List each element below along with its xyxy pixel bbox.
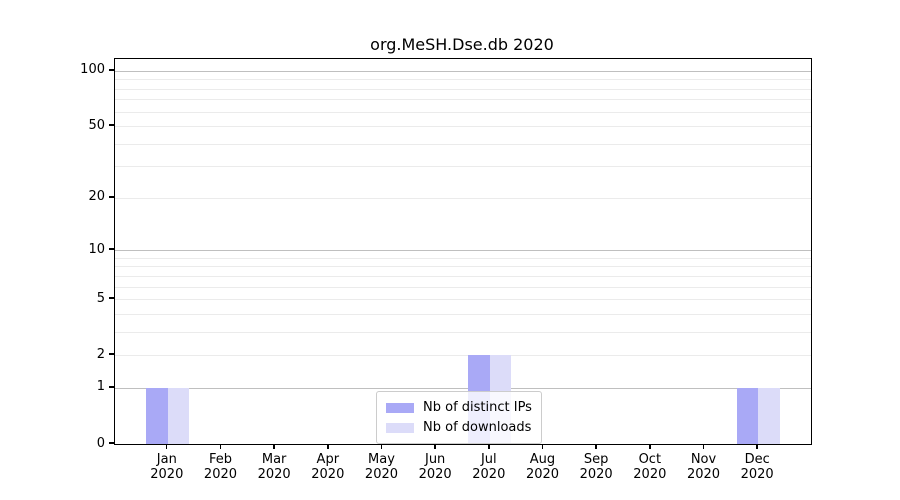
x-axis-tick-label: May 2020 <box>354 452 408 482</box>
x-axis-tick-label: Aug 2020 <box>515 452 569 482</box>
x-axis-month: Mar <box>261 452 287 467</box>
y-axis-tick-label: 20 <box>88 189 105 205</box>
y-axis-tick <box>109 353 114 355</box>
x-axis-tick-label: Nov 2020 <box>677 452 731 482</box>
x-axis-month: Feb <box>208 452 232 467</box>
x-axis-month: Nov <box>690 452 717 467</box>
gridline-major <box>115 387 811 389</box>
x-axis-year: 2020 <box>257 467 291 482</box>
x-axis-month: Apr <box>316 452 340 467</box>
legend-swatch-downloads <box>386 422 414 433</box>
x-axis-tick-label: Jan 2020 <box>140 452 194 482</box>
x-axis-year: 2020 <box>203 467 238 482</box>
x-axis-tick <box>541 444 544 449</box>
gridline-minor <box>115 126 811 128</box>
x-axis-month: Oct <box>638 452 662 467</box>
gridline-minor <box>115 299 811 301</box>
x-axis-tick-label: Mar 2020 <box>247 452 301 482</box>
gridline-minor <box>115 197 811 199</box>
plot-area <box>114 58 812 445</box>
gridline-minor <box>115 275 811 277</box>
y-axis-tick-label: 50 <box>88 117 105 133</box>
gridline-minor <box>115 79 811 81</box>
y-axis-tick <box>109 124 114 126</box>
y-axis-tick-label: 10 <box>88 241 105 257</box>
x-axis-tick <box>434 444 436 449</box>
y-axis-tick-label: 1 <box>96 379 105 395</box>
x-axis-tick <box>166 444 168 449</box>
y-axis-tick <box>109 442 114 444</box>
gridline-minor <box>115 355 811 357</box>
x-axis-tick <box>273 444 275 449</box>
bar-distinct-ips-jan <box>146 387 168 444</box>
x-axis-tick <box>488 444 490 449</box>
x-axis-tick <box>595 444 597 449</box>
y-axis-tick <box>109 386 114 388</box>
x-axis-month: Jan <box>156 452 177 467</box>
gridline-minor <box>115 166 811 168</box>
x-axis-tick <box>380 444 383 449</box>
bar-downloads-jan <box>167 387 190 444</box>
y-axis-tick-label: 100 <box>80 62 105 78</box>
y-axis-tick <box>109 248 114 250</box>
x-axis-tick <box>756 444 758 449</box>
x-axis-year: 2020 <box>740 467 774 482</box>
x-axis-year: 2020 <box>418 467 452 482</box>
x-axis-tick-label: Oct 2020 <box>623 452 677 482</box>
x-axis-tick-label: Sep 2020 <box>569 452 623 482</box>
y-axis-tick-label: 5 <box>96 290 105 306</box>
x-axis-year: 2020 <box>525 467 560 482</box>
x-axis-year: 2020 <box>364 467 399 482</box>
x-axis-tick <box>219 444 222 449</box>
legend-swatch-distinct-ips <box>386 402 414 413</box>
gridline-major <box>115 70 811 72</box>
x-axis-month: Jul <box>480 452 497 467</box>
x-axis-month: Jun <box>424 452 446 467</box>
x-axis-tick-label: Feb 2020 <box>193 452 247 482</box>
bar-downloads-dec <box>758 387 780 444</box>
x-axis-tick-label: Jul 2020 <box>462 452 516 482</box>
x-axis-year: 2020 <box>150 467 184 482</box>
gridline-minor <box>115 257 811 259</box>
x-axis-tick <box>702 444 705 449</box>
gridline-minor <box>115 111 811 113</box>
gridline-minor <box>115 266 811 268</box>
bar-distinct-ips-dec <box>736 387 759 444</box>
x-axis-tick-label: Apr 2020 <box>301 452 355 482</box>
legend-item-distinct-ips: Nb of distinct IPs <box>386 398 532 417</box>
x-axis-year: 2020 <box>311 467 345 482</box>
gridline-major <box>115 250 811 252</box>
y-axis-tick <box>109 69 114 71</box>
chart-title: org.MeSH.Dse.db 2020 <box>370 35 554 54</box>
legend: Nb of distinct IPs Nb of downloads <box>376 391 542 444</box>
x-axis-month: May <box>368 452 395 467</box>
y-axis-tick <box>109 297 114 299</box>
gridline-minor <box>115 286 811 288</box>
y-axis-tick-label: 2 <box>96 346 105 362</box>
x-axis-month: Aug <box>529 452 556 467</box>
legend-label-downloads: Nb of downloads <box>423 420 532 435</box>
gridline-minor <box>115 331 811 333</box>
x-axis-year: 2020 <box>633 467 667 482</box>
x-axis-month: Dec <box>744 452 770 467</box>
legend-label-distinct-ips: Nb of distinct IPs <box>423 400 532 415</box>
x-axis-tick-label: Dec 2020 <box>730 452 784 482</box>
x-axis-year: 2020 <box>472 467 506 482</box>
gridline-minor <box>115 143 811 145</box>
gridline-minor <box>115 313 811 315</box>
gridline-minor <box>115 88 811 90</box>
x-axis-month: Sep <box>583 452 609 467</box>
gridline-minor <box>115 99 811 101</box>
y-axis-tick <box>109 196 114 198</box>
x-axis-year: 2020 <box>579 467 613 482</box>
x-axis-tick-label: Jun 2020 <box>408 452 462 482</box>
x-axis-year: 2020 <box>686 467 721 482</box>
y-axis-tick-label: 0 <box>96 435 105 451</box>
x-axis-tick <box>649 444 651 449</box>
legend-item-downloads: Nb of downloads <box>386 418 532 437</box>
x-axis-tick <box>327 444 329 449</box>
